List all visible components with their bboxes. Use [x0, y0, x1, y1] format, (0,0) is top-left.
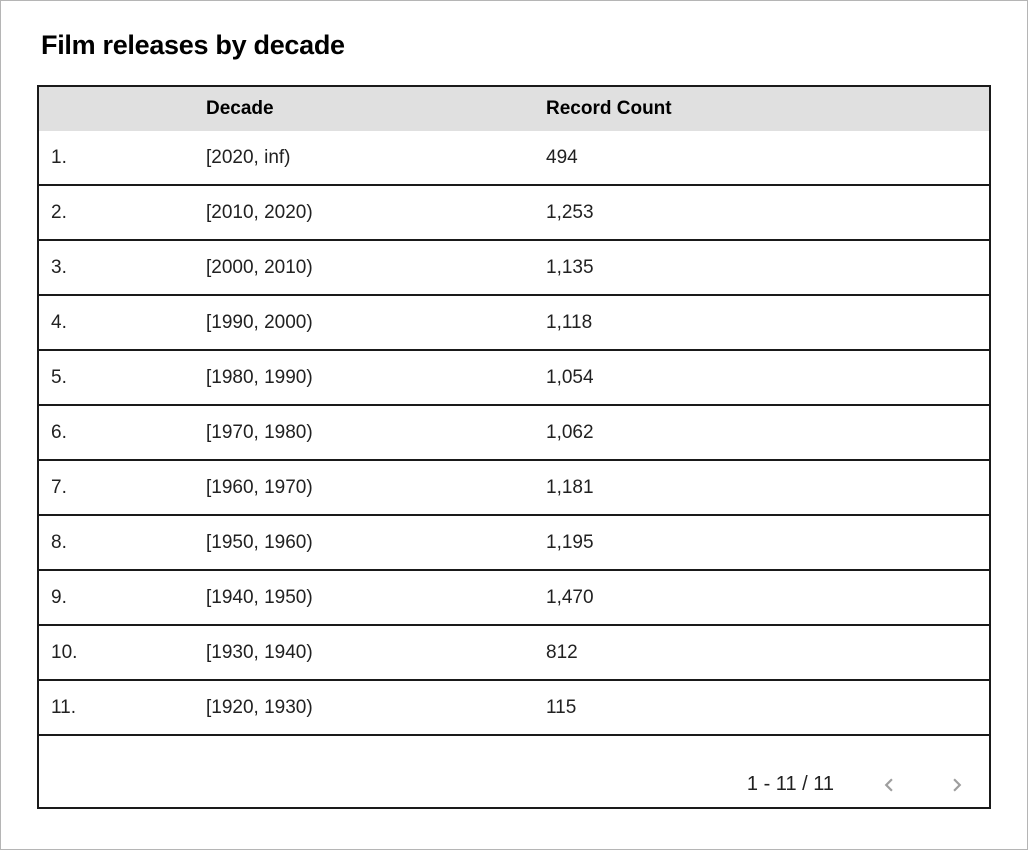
row-cell-record-count: 1,054 [546, 366, 594, 388]
table-row: 4. [1990, 2000) 1,118 [39, 296, 989, 351]
row-cell-index: 11. [51, 696, 77, 718]
row-cell-index: 9. [51, 586, 67, 608]
table-row: 5. [1980, 1990) 1,054 [39, 351, 989, 406]
next-page-button[interactable] [944, 772, 970, 798]
row-cell-record-count: 1,181 [546, 476, 594, 498]
row-cell-decade: [2010, 2020) [206, 201, 313, 223]
row-cell-record-count: 1,062 [546, 421, 594, 443]
row-cell-index: 8. [51, 531, 67, 553]
row-cell-record-count: 1,470 [546, 586, 594, 608]
row-cell-index: 1. [51, 146, 67, 168]
row-cell-record-count: 1,253 [546, 201, 594, 223]
table-header-row: Decade Record Count [39, 87, 989, 131]
table-footer: 1 - 11 / 11 [39, 736, 989, 807]
row-cell-decade: [1990, 2000) [206, 311, 313, 333]
prev-page-button[interactable] [876, 772, 902, 798]
pagination-range-label: 1 - 11 / 11 [746, 773, 834, 795]
row-cell-decade: [1960, 1970) [206, 476, 313, 498]
row-cell-decade: [2020, inf) [206, 146, 291, 168]
row-cell-index: 3. [51, 256, 67, 278]
row-cell-index: 6. [51, 421, 67, 443]
row-cell-decade: [1980, 1990) [206, 366, 313, 388]
page-title: Film releases by decade [41, 30, 345, 60]
row-cell-index: 10. [51, 641, 78, 663]
row-cell-index: 5. [51, 366, 67, 388]
row-cell-index: 4. [51, 311, 67, 333]
table-row: 6. [1970, 1980) 1,062 [39, 406, 989, 461]
row-cell-record-count: 1,135 [546, 256, 594, 278]
table-row: 10. [1930, 1940) 812 [39, 626, 989, 681]
table-row: 9. [1940, 1950) 1,470 [39, 571, 989, 626]
row-cell-index: 7. [51, 476, 67, 498]
table-row: 1. [2020, inf) 494 [39, 131, 989, 186]
row-cell-decade: [1930, 1940) [206, 641, 313, 663]
row-cell-record-count: 115 [546, 696, 577, 718]
row-cell-record-count: 494 [546, 146, 578, 168]
row-cell-record-count: 1,118 [546, 311, 593, 333]
chevron-left-icon [876, 772, 902, 798]
table-row: 2. [2010, 2020) 1,253 [39, 186, 989, 241]
row-cell-decade: [1940, 1950) [206, 586, 313, 608]
chevron-right-icon [944, 772, 970, 798]
header-cell-record-count[interactable]: Record Count [546, 98, 672, 119]
row-cell-index: 2. [51, 201, 67, 223]
table-row: 8. [1950, 1960) 1,195 [39, 516, 989, 571]
table-card: Decade Record Count 1. [2020, inf) 494 2… [37, 85, 991, 809]
table-row: 11. [1920, 1930) 115 [39, 681, 989, 736]
row-cell-record-count: 1,195 [546, 531, 594, 553]
table-row: 3. [2000, 2010) 1,135 [39, 241, 989, 296]
table-body: 1. [2020, inf) 494 2. [2010, 2020) 1,253… [39, 131, 989, 736]
row-cell-decade: [1950, 1960) [206, 531, 313, 553]
row-cell-decade: [2000, 2010) [206, 256, 313, 278]
row-cell-decade: [1970, 1980) [206, 421, 313, 443]
row-cell-record-count: 812 [546, 641, 578, 663]
table-row: 7. [1960, 1970) 1,181 [39, 461, 989, 516]
header-cell-decade[interactable]: Decade [206, 98, 274, 119]
row-cell-decade: [1920, 1930) [206, 696, 313, 718]
